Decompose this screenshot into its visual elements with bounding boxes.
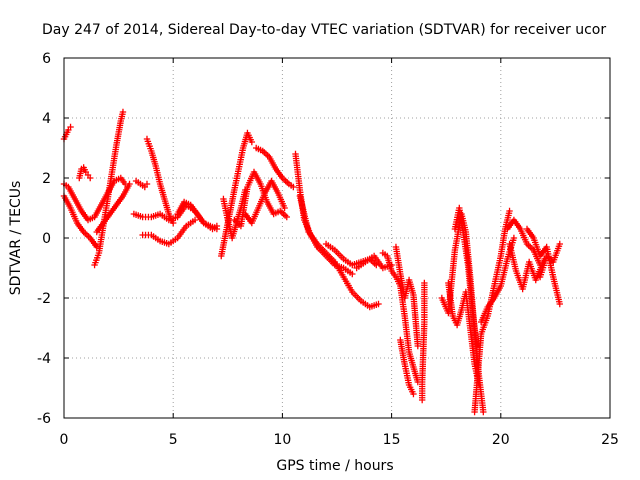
point-markers-arc-p <box>252 144 297 191</box>
point-markers-arc-x <box>418 279 428 404</box>
point-markers-arc-aa <box>451 204 480 350</box>
point-markers-arc-z <box>445 279 483 389</box>
y-tick-label-2: -2 <box>37 291 51 307</box>
point-markers-arc-ad <box>504 216 544 269</box>
series-arc-aa <box>451 204 480 350</box>
series-arc-d <box>76 164 94 182</box>
series-arc-e <box>91 108 127 269</box>
series-arc-f <box>93 180 133 236</box>
y-tick-label-5: 4 <box>42 111 51 127</box>
series-arc-j <box>139 216 199 248</box>
point-markers-arc-e <box>91 108 127 269</box>
point-markers-arc-o <box>242 177 288 227</box>
series-arc-r <box>296 192 382 311</box>
y-tick-label-1: -4 <box>37 351 51 367</box>
point-markers-arc-d <box>76 164 94 182</box>
point-markers-arc-ab <box>471 207 513 416</box>
y-tick-label-4: 2 <box>42 171 51 187</box>
series-arc-o <box>242 177 288 227</box>
series-arc-v <box>392 243 422 350</box>
point-markers-arc-c <box>60 123 74 143</box>
series-arc-c <box>60 123 74 143</box>
series-arc-z <box>445 279 483 389</box>
series-arc-p <box>252 144 297 191</box>
series-arc-i <box>143 135 177 227</box>
data-points <box>60 108 563 416</box>
series-arc-x <box>418 279 428 404</box>
y-tick-label-0: -6 <box>37 411 51 427</box>
point-markers-arc-g <box>132 177 151 191</box>
series-arc-g <box>132 177 151 191</box>
point-markers-arc-ae <box>506 240 548 293</box>
y-tick-label-6: 6 <box>42 51 51 67</box>
point-markers-arc-v <box>392 243 422 350</box>
point-markers-arc-w <box>397 336 417 398</box>
series-arc-w <box>397 336 417 398</box>
point-markers-arc-f <box>93 180 133 236</box>
point-markers-arc-r <box>296 192 382 311</box>
series-arc-ag <box>536 240 563 281</box>
x-tick-label-5: 25 <box>601 432 619 448</box>
series-arc-b <box>60 192 100 251</box>
x-tick-label-1: 5 <box>169 432 178 448</box>
point-markers-arc-b <box>60 192 100 251</box>
point-markers-arc-j <box>139 216 199 248</box>
chart-title: Day 247 of 2014, Sidereal Day-to-day VTE… <box>42 22 606 38</box>
series-arc-ad <box>504 216 544 269</box>
axis-ticks: 0 5 10 15 20 25 -6 -4 -2 0 2 4 6 <box>37 51 619 448</box>
point-markers-arc-k <box>174 198 221 233</box>
grid-lines <box>64 58 610 418</box>
point-markers-arc-ag <box>536 240 563 281</box>
x-axis-label: GPS time / hours <box>276 458 393 474</box>
x-tick-label-2: 10 <box>273 432 291 448</box>
point-markers-arc-h <box>130 201 221 233</box>
x-tick-label-4: 20 <box>492 432 510 448</box>
series-arc-ae <box>506 240 548 293</box>
series-arc-ab <box>471 207 513 416</box>
x-tick-label-3: 15 <box>383 432 401 448</box>
point-markers-arc-i <box>143 135 177 227</box>
series-arc-k <box>174 198 221 233</box>
y-tick-label-3: 0 <box>42 231 51 247</box>
series-arc-h <box>130 201 221 233</box>
y-axis-label: SDTVAR / TECUs <box>8 181 24 296</box>
x-tick-label-0: 0 <box>60 432 69 448</box>
